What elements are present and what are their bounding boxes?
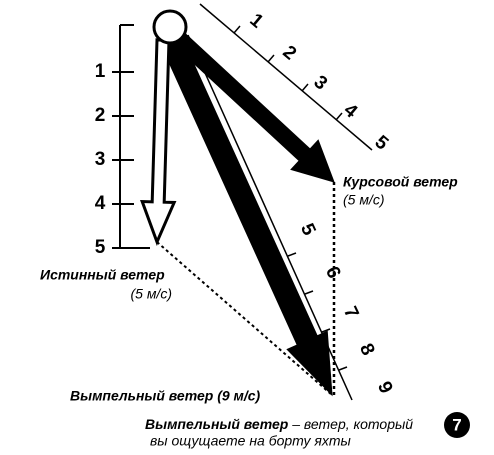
yacht <box>152 9 188 45</box>
scale-label: 3 <box>310 72 332 95</box>
course-scale <box>199 3 373 151</box>
scale-label: 2 <box>95 105 106 126</box>
vertical-scale <box>112 24 150 249</box>
course-wind-label: Курсовой ветер <box>343 174 458 190</box>
scale-label: 7 <box>339 303 363 321</box>
scale-label: 9 <box>373 378 397 396</box>
scale-label: 8 <box>355 340 379 358</box>
true-wind-speed: (5 м/с) <box>131 286 173 302</box>
caption-definition: – ветер, который <box>288 416 413 432</box>
badge-number: 7 <box>452 415 461 434</box>
scale-label: 2 <box>279 42 301 65</box>
apparent-wind-label: Вымпельный ветер (9 м/с) <box>70 388 261 404</box>
badge <box>444 412 470 438</box>
scale-label: 3 <box>95 149 106 170</box>
scale-label: 1 <box>95 61 106 82</box>
caption-line-2: вы ощущаете на борту яхты <box>150 433 352 449</box>
arrows <box>140 29 335 397</box>
course-wind-arrow <box>169 29 335 183</box>
apparent-wind-arrow <box>159 32 333 397</box>
true-wind-arrow <box>140 38 177 247</box>
true-wind-label: Истинный ветер <box>40 267 165 283</box>
scale-label: 5 <box>296 220 320 239</box>
course-wind-speed: (5 м/с) <box>343 192 385 208</box>
caption-term: Вымпельный ветер <box>145 416 289 432</box>
scale-label: 5 <box>371 132 393 155</box>
scale-label: 5 <box>95 237 106 258</box>
scale-label: 4 <box>95 193 106 214</box>
scale-label: 6 <box>321 263 345 281</box>
caption-line-1: Вымпельный ветер – ветер, который <box>145 416 413 432</box>
vertical-scale-labels: 1 2 3 4 5 <box>95 61 106 258</box>
scale-label: 4 <box>340 100 362 123</box>
course-scale-labels: 1 2 3 4 5 <box>246 10 393 155</box>
scale-label: 1 <box>246 10 268 33</box>
dotted-line <box>156 241 333 396</box>
